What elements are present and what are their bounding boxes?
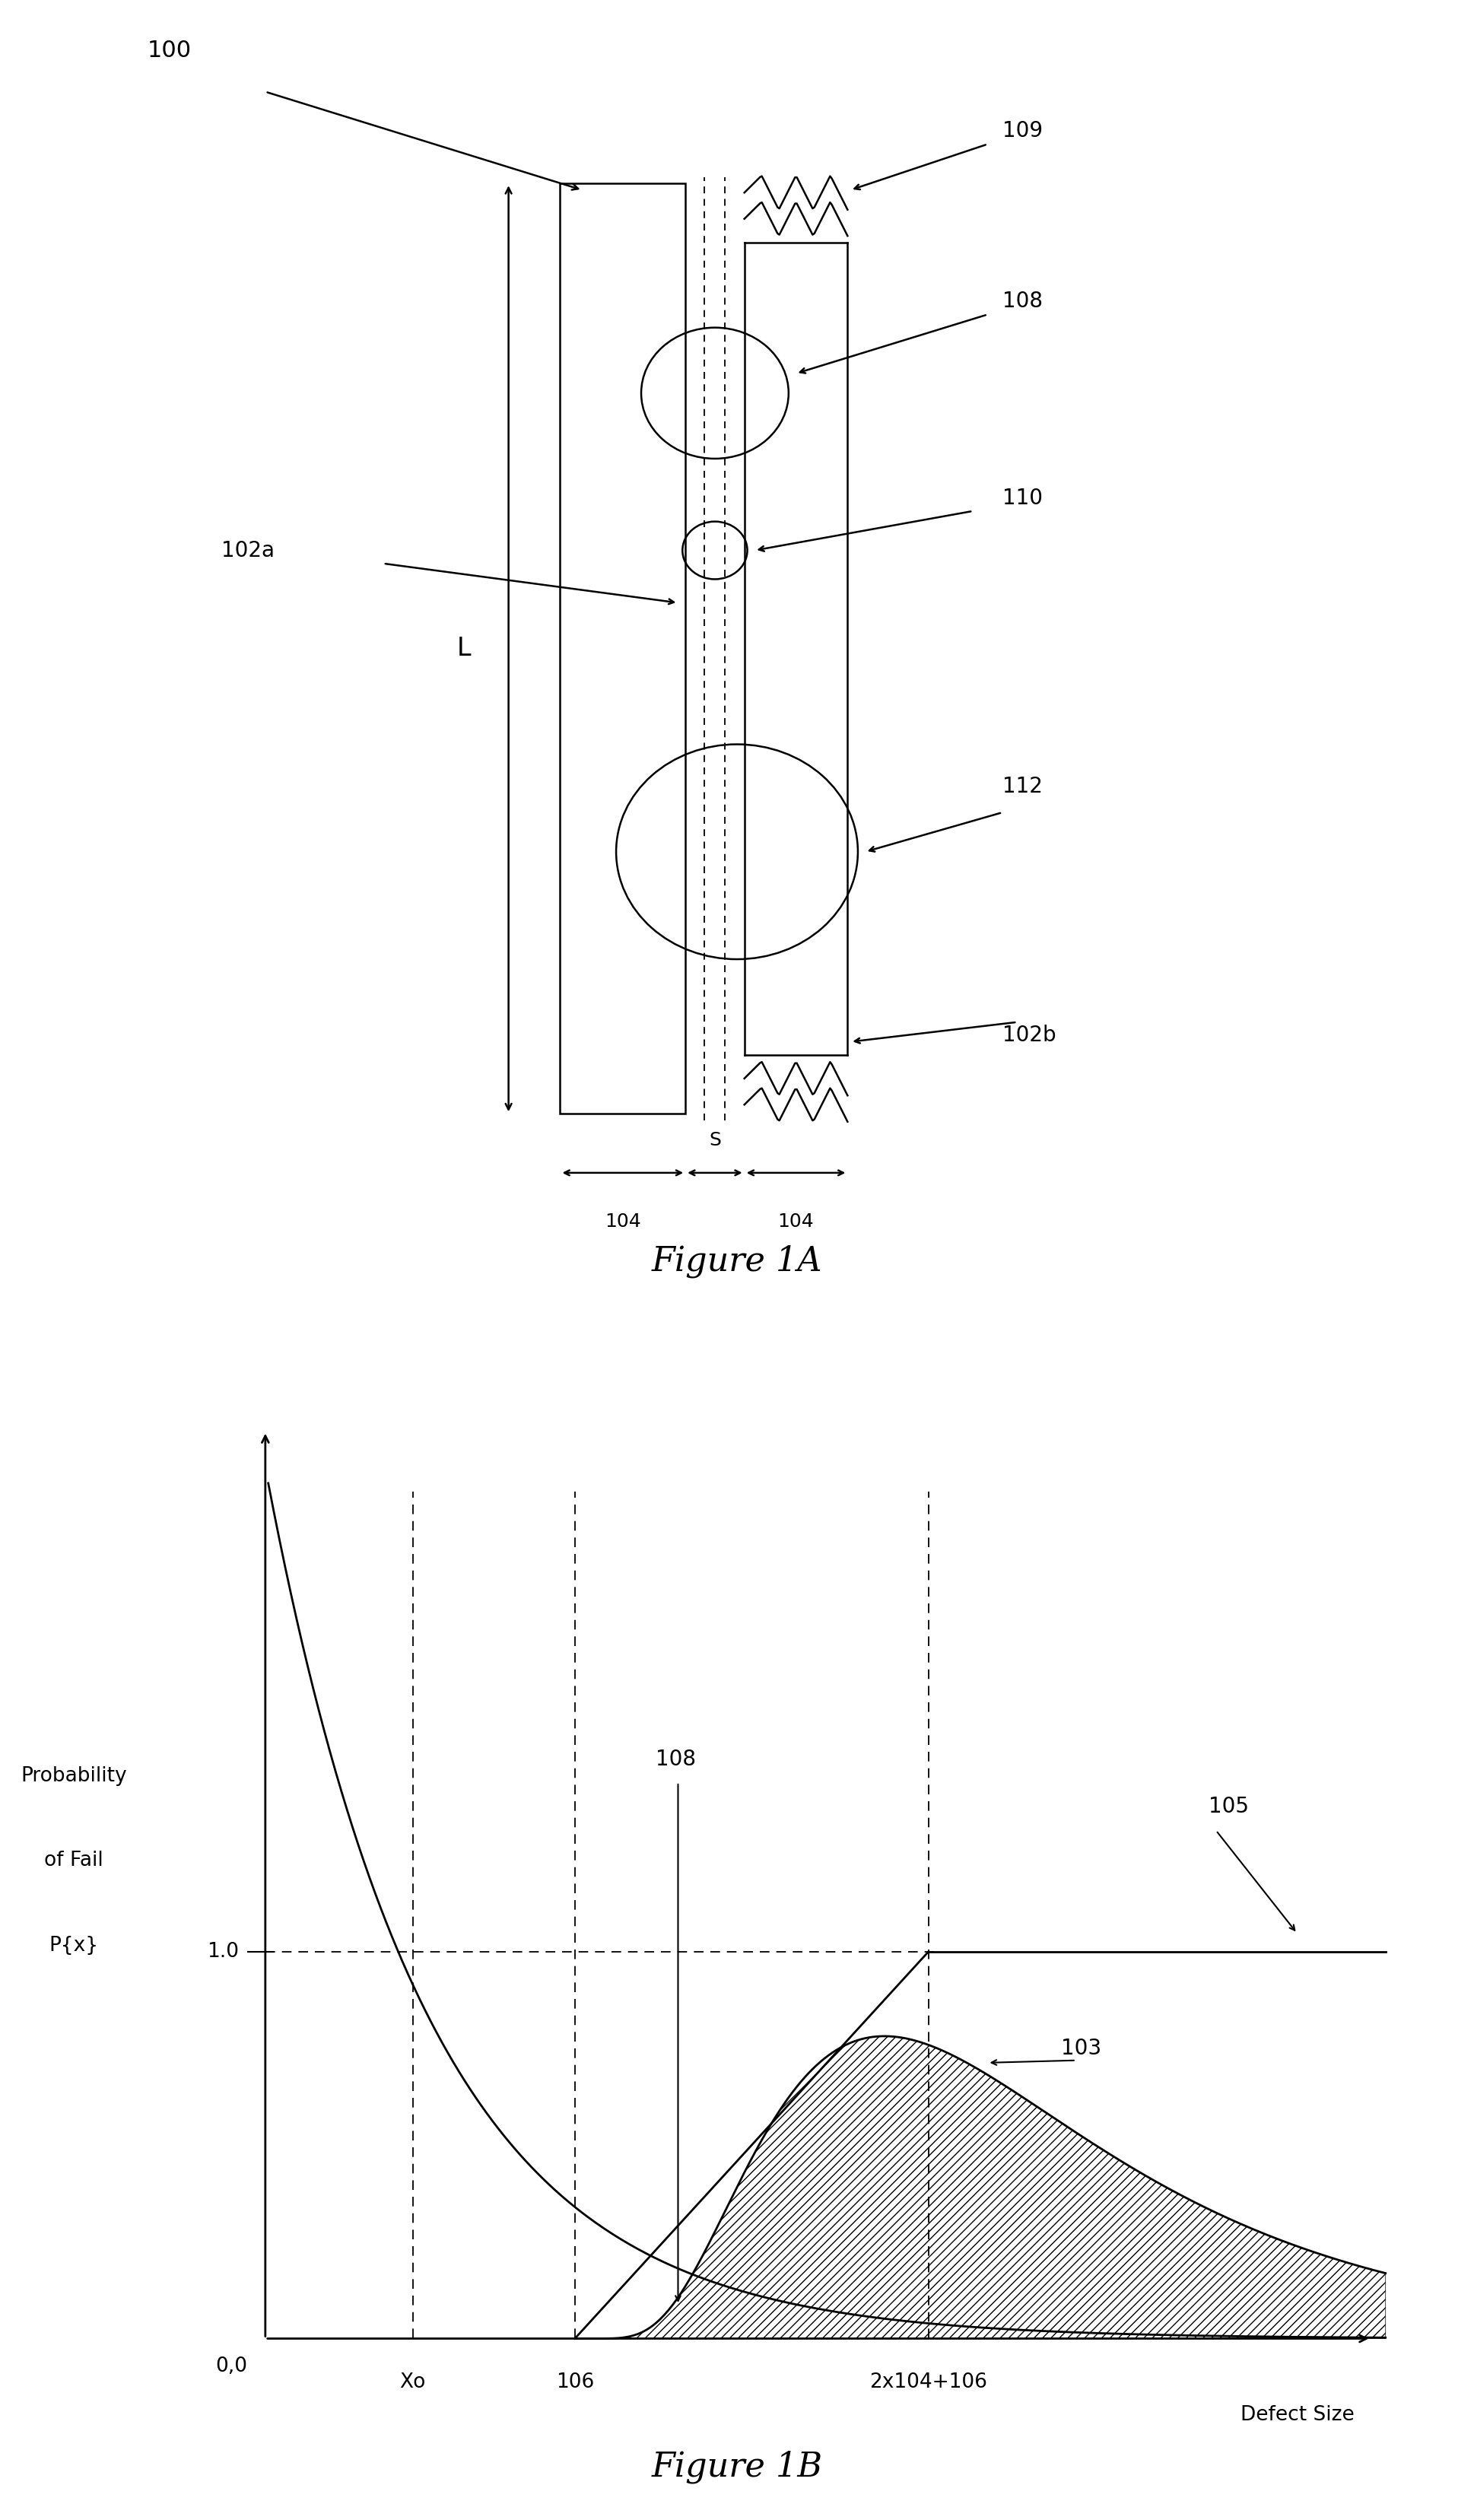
- Text: 104: 104: [778, 1212, 814, 1230]
- Text: 102a: 102a: [221, 539, 274, 562]
- Text: 108: 108: [656, 1749, 696, 1769]
- Text: 110: 110: [1002, 486, 1042, 509]
- Text: 112: 112: [1002, 776, 1042, 796]
- Text: Figure 1A: Figure 1A: [652, 1245, 822, 1278]
- Text: 1.0: 1.0: [206, 1940, 239, 1961]
- Text: 106: 106: [556, 2371, 594, 2391]
- Text: Xo: Xo: [399, 2371, 426, 2391]
- Text: Probability: Probability: [21, 1767, 127, 1787]
- Text: 105: 105: [1209, 1797, 1248, 1817]
- Bar: [560, 184, 685, 1114]
- Text: of Fail: of Fail: [44, 1850, 103, 1870]
- Text: 100: 100: [147, 40, 192, 60]
- Text: 102b: 102b: [1002, 1026, 1055, 1046]
- Text: Defect Size: Defect Size: [1240, 2404, 1355, 2424]
- Text: P{x}: P{x}: [49, 1935, 99, 1956]
- Text: Figure 1B: Figure 1B: [652, 2449, 822, 2485]
- Text: 0,0: 0,0: [215, 2356, 248, 2376]
- Text: 2x104+106: 2x104+106: [870, 2371, 988, 2391]
- Text: 109: 109: [1002, 121, 1042, 141]
- Text: L: L: [457, 635, 472, 660]
- Text: 104: 104: [604, 1212, 641, 1230]
- Text: 103: 103: [1061, 2039, 1101, 2059]
- Text: S: S: [709, 1131, 721, 1149]
- Text: 108: 108: [1002, 290, 1042, 312]
